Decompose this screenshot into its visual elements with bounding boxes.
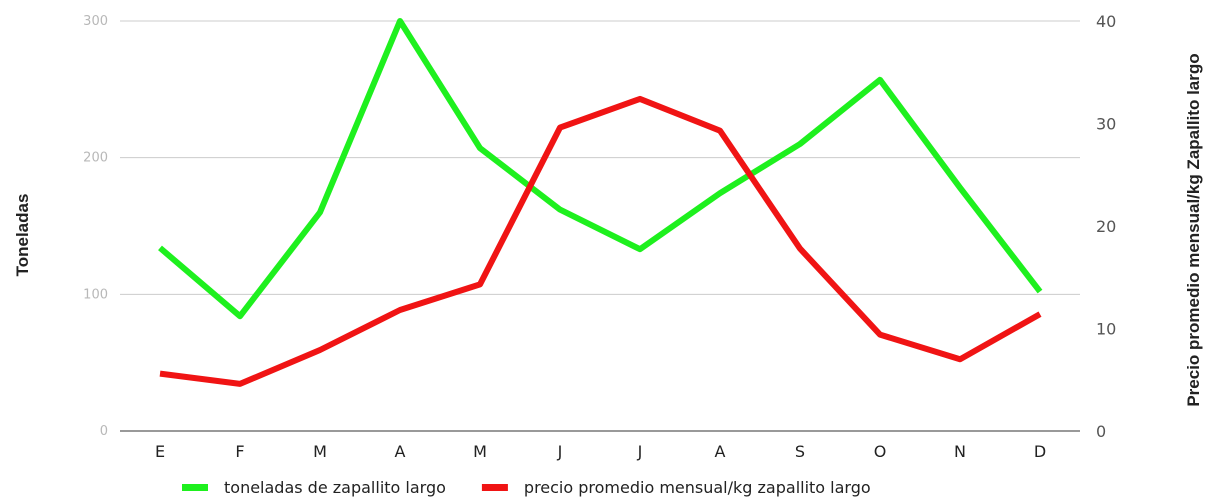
left-tick-label: 200 — [83, 151, 108, 166]
left-tick-label: 300 — [83, 14, 108, 29]
series-line — [159, 95, 1042, 387]
left-axis-ticks: 0 100 200 300 — [83, 14, 108, 439]
legend-label: toneladas de zapallito largo — [224, 478, 446, 497]
x-tick-label: S — [795, 442, 805, 461]
x-tick-label: E — [155, 442, 165, 461]
right-tick-label: 10 — [1096, 320, 1116, 339]
x-tick-label: J — [557, 442, 563, 461]
x-tick-label: A — [715, 442, 726, 461]
legend: toneladas de zapallito largo precio prome… — [182, 478, 871, 497]
left-tick-label: 0 — [100, 424, 108, 439]
legend-swatch — [182, 484, 208, 491]
gridlines — [120, 20, 1080, 432]
right-tick-label: 0 — [1096, 422, 1106, 441]
series-line — [158, 18, 1043, 320]
right-tick-label: 30 — [1096, 115, 1116, 134]
legend-label: precio promedio mensual/kg zapallito lar… — [524, 478, 871, 497]
legend-swatch — [481, 484, 508, 491]
left-tick-label: 100 — [83, 287, 108, 302]
x-tick-label: J — [637, 442, 643, 461]
x-tick-label: A — [395, 442, 406, 461]
series-lines — [158, 18, 1043, 387]
right-tick-label: 20 — [1096, 217, 1116, 236]
x-tick-label: D — [1034, 442, 1046, 461]
x-tick-label: F — [235, 442, 244, 461]
x-tick-label: M — [313, 442, 327, 461]
right-axis-ticks: 0 10 20 30 40 — [1096, 12, 1116, 441]
right-axis-title: Precio promedio mensual/kg Zapallito lar… — [1184, 53, 1203, 406]
right-tick-label: 40 — [1096, 12, 1116, 31]
x-tick-label: O — [874, 442, 887, 461]
x-tick-label: M — [473, 442, 487, 461]
x-tick-label: N — [954, 442, 966, 461]
left-axis-title: Toneladas — [13, 194, 32, 277]
